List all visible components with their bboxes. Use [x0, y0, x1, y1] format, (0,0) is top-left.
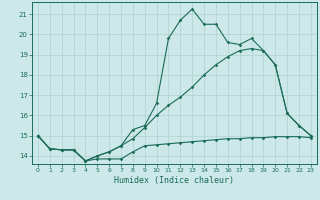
X-axis label: Humidex (Indice chaleur): Humidex (Indice chaleur) [115, 176, 234, 185]
